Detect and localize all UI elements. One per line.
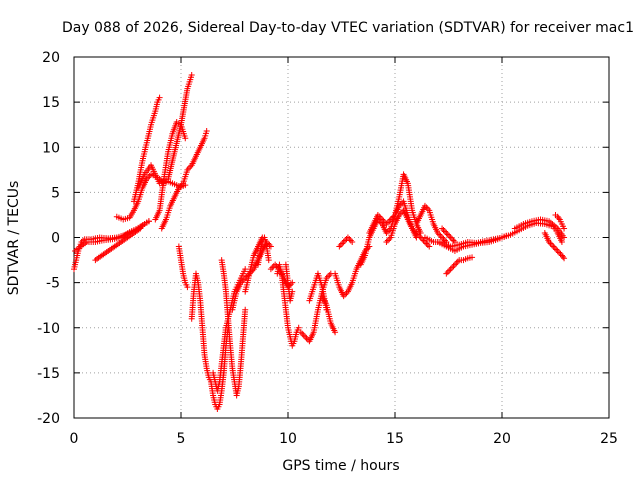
data-point [265,257,272,264]
y-axis-label: SDTVAR / TECUs [6,181,22,296]
x-tick-label: 5 [177,431,186,447]
data-point [561,234,568,241]
y-axis-ticks: -20 -15 -10 -5 0 5 10 15 20 [37,50,609,427]
data-point [469,254,476,261]
y-tick-label: 20 [42,50,60,66]
x-tick-label: 10 [279,431,297,447]
y-tick-label: -5 [46,276,60,292]
x-tick-label: 25 [600,431,618,447]
data-point [145,218,152,225]
data-point [242,306,249,313]
data-point [451,239,458,246]
data-point [184,284,191,291]
y-tick-label: 15 [42,95,60,111]
data-point [188,72,195,79]
x-tick-label: 0 [70,431,79,447]
data-point [561,225,568,232]
data-point [289,288,296,295]
data-points [71,72,568,412]
data-point [349,239,356,246]
y-tick-label: -10 [37,321,60,337]
data-point [242,266,249,273]
x-tick-label: 15 [386,431,404,447]
data-point [561,255,568,262]
x-tick-label: 20 [493,431,511,447]
data-point [137,225,144,232]
data-point [555,215,562,222]
x-axis-ticks: 0 5 10 15 20 25 [70,57,618,447]
data-point [558,239,565,246]
chart-title: Day 088 of 2026, Sidereal Day-to-day VTE… [62,20,634,36]
data-point [559,253,566,260]
data-point [332,329,339,336]
data-point [426,243,433,250]
y-tick-label: -15 [37,366,60,382]
y-tick-label: 0 [51,231,60,247]
y-tick-label: 10 [42,140,60,156]
data-point [203,128,210,135]
y-tick-label: -20 [37,411,60,427]
data-point [295,324,302,331]
data-point [182,135,189,142]
y-tick-label: 5 [51,185,60,201]
x-axis-label: GPS time / hours [282,458,399,474]
data-point [156,94,163,101]
